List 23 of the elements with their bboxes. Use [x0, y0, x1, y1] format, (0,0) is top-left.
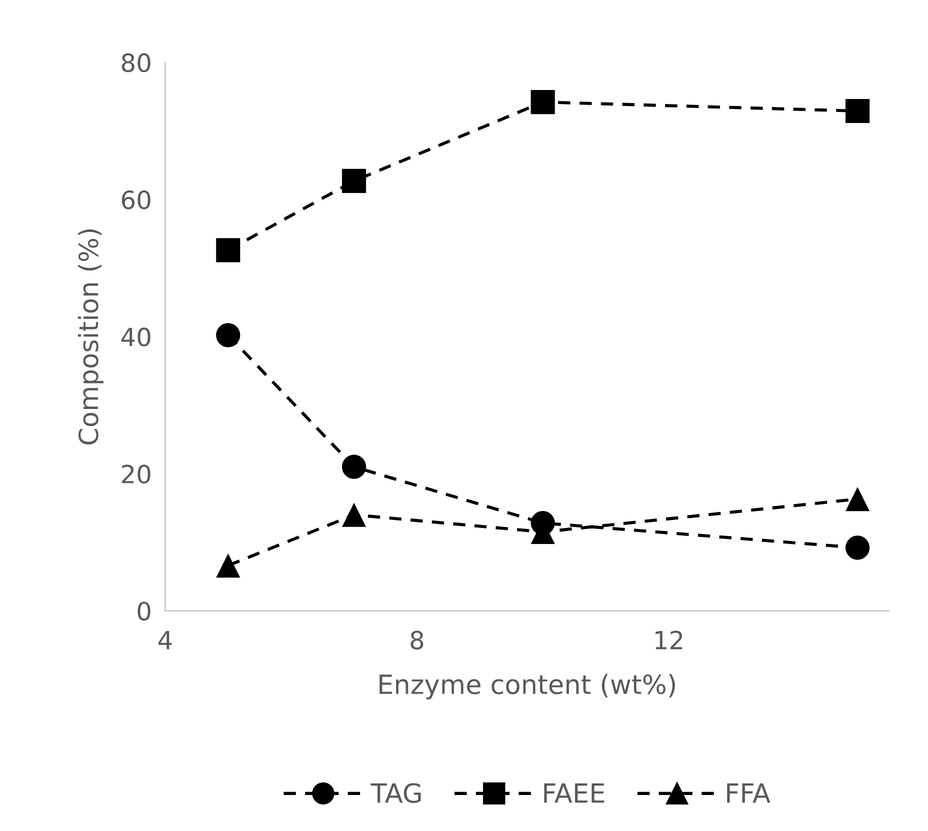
- point: [846, 536, 870, 560]
- point: [846, 98, 870, 124]
- x-axis-title: Enzyme content (wt%): [380, 674, 675, 700]
- point: [216, 554, 240, 578]
- point: [342, 454, 366, 479]
- x-tick-label: 8: [410, 630, 424, 650]
- y-axis-title: Composition (%): [78, 229, 104, 444]
- point: [216, 238, 240, 262]
- point: [216, 323, 240, 348]
- y-tick-label: 0: [138, 602, 150, 621]
- y-tick-label: 40: [121, 328, 150, 346]
- x-tick-label: 4: [158, 631, 172, 650]
- x-tick-label: 12: [656, 630, 682, 650]
- legend-label: FFA: [727, 783, 770, 803]
- y-tick-label: 20: [122, 464, 150, 484]
- point: [342, 168, 366, 193]
- point: [342, 502, 366, 527]
- legend-label: FAEE: [544, 783, 604, 803]
- point: [846, 487, 870, 512]
- legend-label: TAG: [370, 783, 421, 804]
- y-tick-label: 80: [122, 53, 150, 72]
- point: [530, 90, 555, 114]
- y-tick-label: 60: [122, 190, 150, 210]
